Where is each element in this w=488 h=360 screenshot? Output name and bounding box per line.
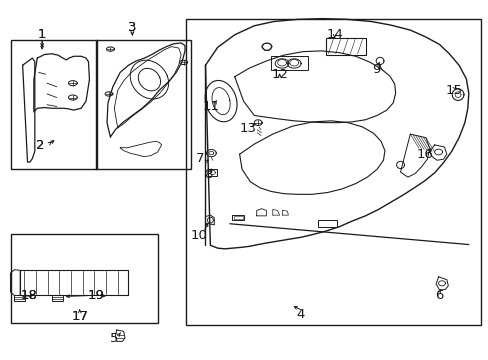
Text: 18: 18 — [20, 289, 38, 302]
Text: 17: 17 — [71, 310, 88, 324]
Text: 17: 17 — [71, 310, 88, 324]
Text: 2: 2 — [36, 139, 45, 152]
Text: 3: 3 — [128, 21, 136, 34]
Text: 2: 2 — [36, 139, 45, 152]
Text: 10: 10 — [190, 229, 207, 242]
Text: 15: 15 — [445, 84, 462, 97]
Bar — [11, 40, 97, 169]
Bar — [11, 234, 158, 323]
Text: 13: 13 — [240, 122, 256, 135]
Text: 18: 18 — [20, 289, 38, 302]
Bar — [14, 295, 25, 301]
Text: 12: 12 — [270, 68, 287, 81]
Text: 7: 7 — [196, 152, 204, 165]
Bar — [208, 168, 217, 176]
Text: 11: 11 — [203, 100, 220, 113]
Bar — [233, 216, 242, 220]
Text: 1: 1 — [38, 28, 46, 41]
Bar — [185, 19, 480, 325]
Text: 16: 16 — [416, 148, 432, 161]
Bar — [96, 40, 190, 169]
Bar — [317, 220, 336, 226]
Text: 1: 1 — [38, 28, 46, 41]
Text: 19: 19 — [87, 289, 104, 302]
Text: 5: 5 — [109, 332, 118, 345]
Text: 8: 8 — [203, 168, 212, 181]
Text: 4: 4 — [296, 308, 304, 321]
Bar — [326, 38, 366, 55]
Text: 14: 14 — [325, 28, 343, 41]
Text: 3: 3 — [128, 21, 136, 34]
Text: 6: 6 — [434, 289, 443, 302]
Text: 19: 19 — [87, 289, 104, 302]
Bar — [232, 215, 244, 220]
Bar — [271, 56, 307, 69]
Text: 9: 9 — [371, 63, 380, 76]
Bar — [52, 295, 62, 301]
